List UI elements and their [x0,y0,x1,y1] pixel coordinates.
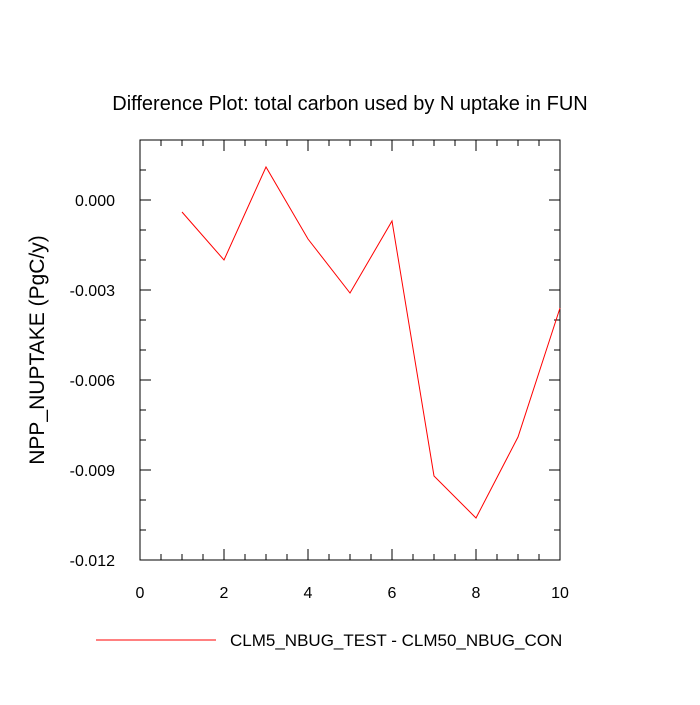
chart-legend: CLM5_NBUG_TEST - CLM50_NBUG_CON [96,631,562,650]
x-tick-label: 10 [551,585,569,602]
x-tick-label: 2 [220,585,229,602]
x-tick-label: 8 [472,585,481,602]
y-tick-label: -0.006 [70,373,115,390]
y-axis-ticks: -0.012 -0.009 -0.006 -0.003 0.000 [70,139,560,570]
y-tick-label: -0.003 [70,283,115,300]
plot-frame [139,139,561,561]
y-axis-label: NPP_NUPTAKE (PgC/y) [26,235,49,465]
y-tick-label: 0.000 [75,193,115,210]
x-tick-label: 6 [388,585,397,602]
y-tick-label: -0.009 [70,463,115,480]
series-layer [181,165,561,519]
series-line [181,165,561,519]
x-axis-ticks: 0 2 4 6 8 10 [136,140,569,602]
chart-title: Difference Plot: total carbon used by N … [112,93,587,115]
x-tick-label: 0 [136,585,145,602]
y-tick-label: -0.012 [70,553,115,570]
x-tick-label: 4 [304,585,313,602]
legend-label: CLM5_NBUG_TEST - CLM50_NBUG_CON [230,631,562,650]
